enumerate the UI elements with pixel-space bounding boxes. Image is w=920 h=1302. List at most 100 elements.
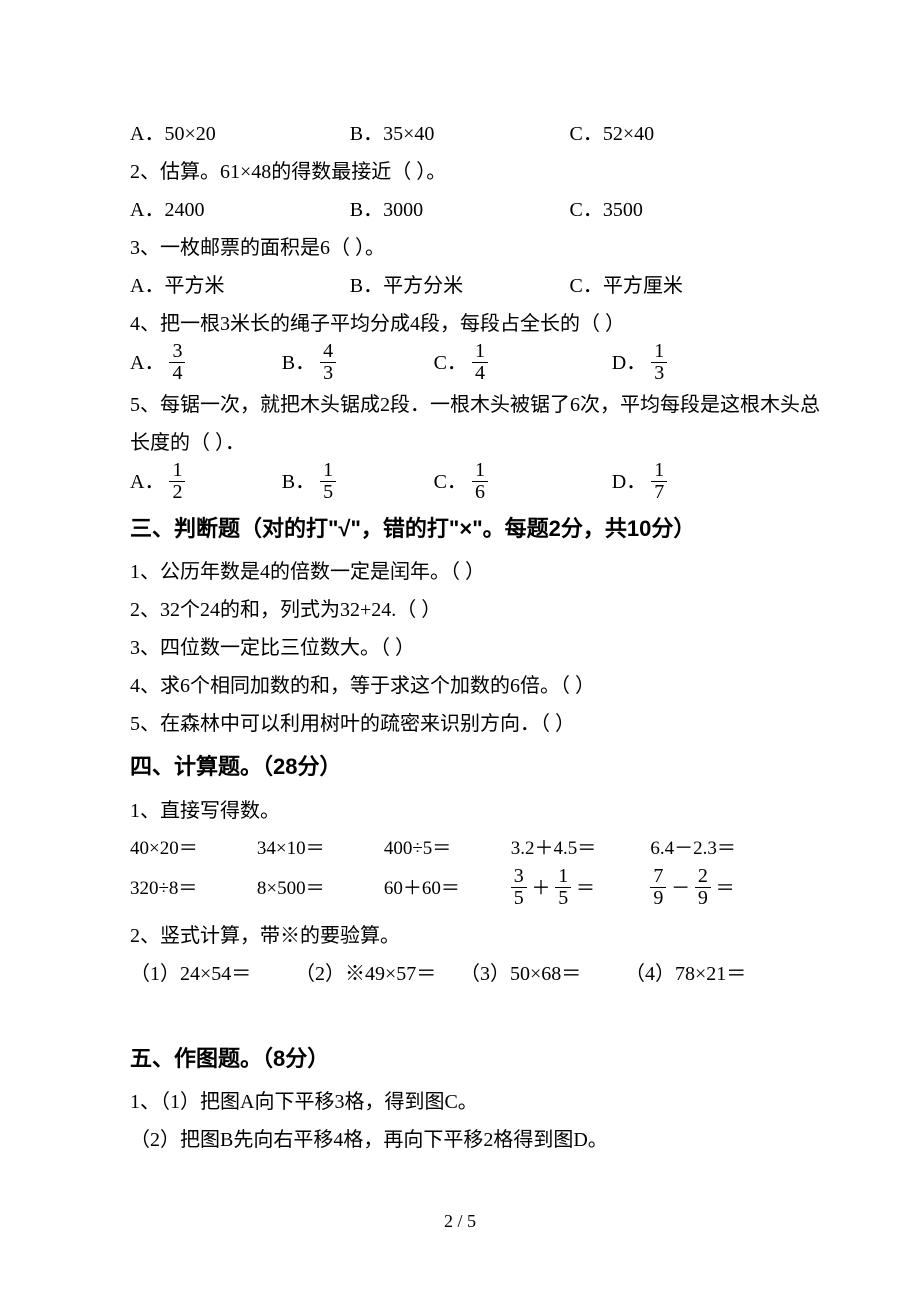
fraction-icon: 7 9 bbox=[650, 866, 666, 909]
q5-c-num: 1 bbox=[472, 460, 488, 481]
q5-a-den: 2 bbox=[169, 481, 185, 503]
q4-option-a: A． 3 4 bbox=[130, 343, 282, 386]
q2-option-c: C．3500 bbox=[570, 191, 790, 229]
r2c4-bd: 5 bbox=[555, 887, 571, 909]
calc-r2c1: 320÷8＝ bbox=[130, 870, 257, 908]
q1-options-row: A．50×20 B．35×40 C．52×40 bbox=[130, 115, 790, 153]
q5-stem-line1: 5、每锯一次，就把木头锯成2段．一根木头被锯了6次，平均每段是这根木头总 bbox=[130, 386, 790, 424]
calc-r1c5: 6.4－2.3＝ bbox=[650, 830, 790, 868]
q5-d-den: 7 bbox=[651, 481, 667, 503]
q2-option-a: A．2400 bbox=[130, 191, 350, 229]
q1-option-a: A．50×20 bbox=[130, 115, 350, 153]
q4-options-row: A． 3 4 B． 4 3 C． 1 4 D． 1 3 bbox=[130, 343, 790, 386]
calc-row1: 40×20＝ 34×10＝ 400÷5＝ 3.2＋4.5＝ 6.4－2.3＝ bbox=[130, 830, 790, 868]
q2-options-row: A．2400 B．3000 C．3500 bbox=[130, 191, 790, 229]
calc-r2c2: 8×500＝ bbox=[257, 870, 384, 908]
q3-option-b: B．平方分米 bbox=[350, 267, 570, 305]
equals-icon: ＝ bbox=[716, 878, 735, 899]
fraction-icon: 1 3 bbox=[651, 341, 667, 384]
q5-stem-line2: 长度的（ ）． bbox=[130, 424, 790, 462]
q1-option-c: C．52×40 bbox=[570, 115, 790, 153]
fraction-icon: 1 2 bbox=[169, 460, 185, 503]
q5-b-label: B． bbox=[282, 471, 315, 493]
r2c4-ad: 5 bbox=[511, 887, 527, 909]
q5-option-c: C． 1 6 bbox=[434, 462, 612, 505]
vert-item1: （1）24×54＝ bbox=[130, 955, 295, 993]
fraction-icon: 1 4 bbox=[472, 341, 488, 384]
q4-c-num: 1 bbox=[472, 341, 488, 362]
q2-option-b: B．3000 bbox=[350, 191, 570, 229]
sec3-item3: 3、四位数一定比三位数大。（ ） bbox=[130, 629, 790, 667]
sec3-item1: 1、公历年数是4的倍数一定是闰年。（ ） bbox=[130, 553, 790, 591]
vertical-calc-row: （1）24×54＝ （2）※49×57＝ （3）50×68＝ （4）78×21＝ bbox=[130, 955, 790, 993]
sec3-item2: 2、32个24的和，列式为32+24.（ ） bbox=[130, 591, 790, 629]
q4-option-b: B． 4 3 bbox=[282, 343, 434, 386]
sec5-item1: 1、（1）把图A向下平移3格，得到图C。 bbox=[130, 1083, 790, 1121]
equals-icon: ＝ bbox=[576, 878, 595, 899]
calc-r1c3: 400÷5＝ bbox=[384, 830, 511, 868]
r2c5-an: 7 bbox=[650, 866, 666, 887]
vert-item4: （4）78×21＝ bbox=[625, 955, 790, 993]
q4-d-den: 3 bbox=[651, 362, 667, 384]
q4-a-den: 4 bbox=[169, 362, 185, 384]
q4-stem: 4、把一根3米长的绳子平均分成4段，每段占全长的（ ） bbox=[130, 305, 790, 343]
fraction-icon: 2 9 bbox=[695, 866, 711, 909]
q5-b-num: 1 bbox=[320, 460, 336, 481]
q4-d-label: D． bbox=[612, 352, 646, 374]
section5-heading: 五、作图题。（8分） bbox=[130, 1035, 790, 1083]
r2c5-bd: 9 bbox=[695, 887, 711, 909]
q5-options-row: A． 1 2 B． 1 5 C． 1 6 D． 1 7 bbox=[130, 462, 790, 505]
q4-b-num: 4 bbox=[320, 341, 336, 362]
q5-b-den: 5 bbox=[320, 481, 336, 503]
q4-option-d: D． 1 3 bbox=[612, 343, 790, 386]
sec3-item4: 4、求6个相同加数的和，等于求这个加数的6倍。（ ） bbox=[130, 667, 790, 705]
q4-d-num: 1 bbox=[651, 341, 667, 362]
q5-a-num: 1 bbox=[169, 460, 185, 481]
calc-r1c4: 3.2＋4.5＝ bbox=[511, 830, 651, 868]
q2-stem: 2、估算。61×48的得数最接近（ ）。 bbox=[130, 153, 790, 191]
q5-option-a: A． 1 2 bbox=[130, 462, 282, 505]
sec5-item2: （2）把图B先向右平移4格，再向下平移2格得到图D。 bbox=[130, 1121, 790, 1159]
q5-option-b: B． 1 5 bbox=[282, 462, 434, 505]
q3-stem: 3、一枚邮票的面积是6（ ）。 bbox=[130, 229, 790, 267]
fraction-icon: 3 4 bbox=[169, 341, 185, 384]
q3-options-row: A．平方米 B．平方分米 C．平方厘米 bbox=[130, 267, 790, 305]
r2c5-ad: 9 bbox=[650, 887, 666, 909]
q3-option-a: A．平方米 bbox=[130, 267, 350, 305]
q4-c-den: 4 bbox=[472, 362, 488, 384]
page: A．50×20 B．35×40 C．52×40 2、估算。61×48的得数最接近… bbox=[0, 0, 920, 1302]
sec3-item5: 5、在森林中可以利用树叶的疏密来识别方向．（ ） bbox=[130, 705, 790, 743]
sec4-sub1: 1、直接写得数。 bbox=[130, 792, 790, 830]
section4-heading: 四、计算题。（28分） bbox=[130, 743, 790, 791]
fraction-icon: 1 7 bbox=[651, 460, 667, 503]
q5-option-d: D． 1 7 bbox=[612, 462, 790, 505]
q4-a-label: A． bbox=[130, 352, 164, 374]
calc-r2c3: 60＋60＝ bbox=[384, 870, 511, 908]
section3-heading: 三、判断题（对的打"√"，错的打"×"。每题2分，共10分） bbox=[130, 505, 790, 553]
q4-b-label: B． bbox=[282, 352, 315, 374]
q3-option-c: C．平方厘米 bbox=[570, 267, 790, 305]
fraction-icon: 1 5 bbox=[555, 866, 571, 909]
fraction-icon: 1 6 bbox=[472, 460, 488, 503]
calc-r2c5: 7 9 － 2 9 ＝ bbox=[650, 868, 790, 911]
q4-c-label: C． bbox=[434, 352, 467, 374]
q1-option-b: B．35×40 bbox=[350, 115, 570, 153]
q4-b-den: 3 bbox=[320, 362, 336, 384]
q5-d-num: 1 bbox=[651, 460, 667, 481]
r2c4-op: ＋ bbox=[532, 878, 551, 899]
fraction-icon: 3 5 bbox=[511, 866, 527, 909]
page-number: 2 / 5 bbox=[0, 1211, 920, 1232]
vert-item2: （2）※49×57＝ bbox=[295, 955, 460, 993]
calc-r2c4: 3 5 ＋ 1 5 ＝ bbox=[511, 868, 651, 911]
vert-item3: （3）50×68＝ bbox=[460, 955, 625, 993]
r2c4-an: 3 bbox=[511, 866, 527, 887]
calc-row2: 320÷8＝ 8×500＝ 60＋60＝ 3 5 ＋ 1 5 ＝ 7 9 － 2… bbox=[130, 868, 790, 911]
q4-a-num: 3 bbox=[169, 341, 185, 362]
r2c4-bn: 1 bbox=[555, 866, 571, 887]
q5-d-label: D． bbox=[612, 471, 646, 493]
r2c5-bn: 2 bbox=[695, 866, 711, 887]
r2c5-op: － bbox=[671, 878, 690, 899]
fraction-icon: 1 5 bbox=[320, 460, 336, 503]
q5-a-label: A． bbox=[130, 471, 164, 493]
calc-r1c1: 40×20＝ bbox=[130, 830, 257, 868]
